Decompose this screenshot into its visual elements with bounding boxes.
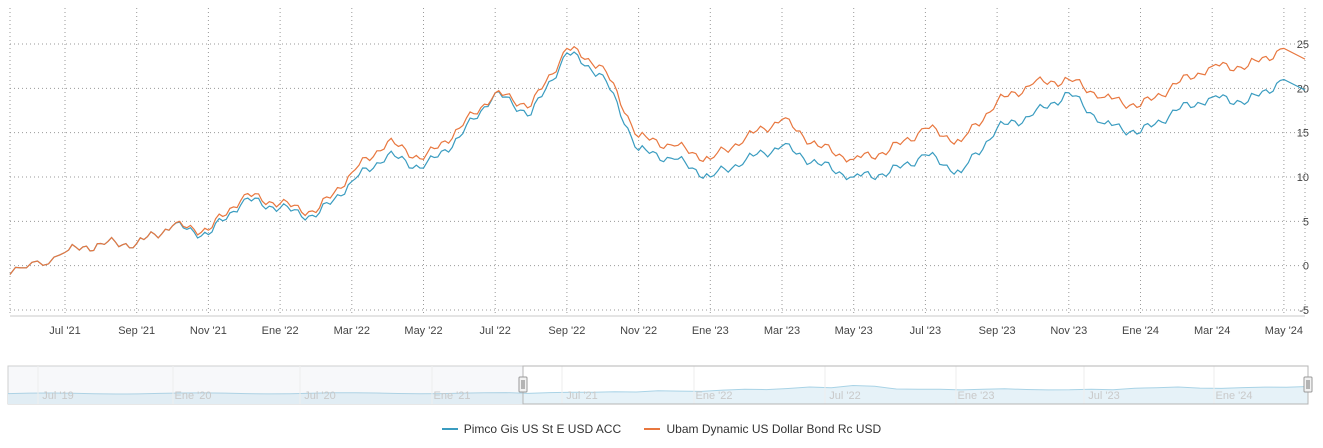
x-tick-label: Mar '23 xyxy=(764,325,800,337)
legend: Pimco Gis US St E USD ACC Ubam Dynamic U… xyxy=(0,419,1323,436)
navigator-tick-label: Jul '20 xyxy=(304,390,335,402)
navigator-tick-label: Jul '22 xyxy=(829,390,860,402)
navigator-tick-label: Jul '19 xyxy=(42,390,73,402)
x-tick-label: Ene '23 xyxy=(692,325,729,337)
x-tick-label: Jul '21 xyxy=(49,325,80,337)
x-tick-label: Ene '24 xyxy=(1122,325,1159,337)
legend-item-series-1[interactable]: Pimco Gis US St E USD ACC xyxy=(441,422,622,436)
navigator-line xyxy=(7,384,1309,395)
y-tick-label: 5 xyxy=(1303,216,1309,228)
legend-swatch-series-2 xyxy=(644,428,661,430)
legend-label-series-1: Pimco Gis US St E USD ACC xyxy=(463,422,622,436)
x-tick-label: May '23 xyxy=(835,325,873,337)
navigator-unselected xyxy=(8,366,523,404)
navigator-area xyxy=(8,385,1308,404)
series-line-1[interactable] xyxy=(9,51,1306,275)
navigator-tick-label: Jul '21 xyxy=(566,390,597,402)
series-line-2[interactable] xyxy=(9,45,1306,275)
legend-label-series-2: Ubam Dynamic US Dollar Bond Rc USD xyxy=(666,422,882,436)
y-tick-label: 0 xyxy=(1303,261,1309,273)
range-navigator[interactable]: Jul '19 Ene '20 Jul '20 Ene '21 Jul '21 Ene '… xyxy=(7,365,1313,405)
legend-item-series-2[interactable]: Ubam Dynamic US Dollar Bond Rc USD xyxy=(644,422,881,436)
plot-area[interactable] xyxy=(9,45,1306,275)
navigator-tick-label: Ene '22 xyxy=(696,390,733,402)
navigator-tick-label: Ene '20 xyxy=(175,390,212,402)
x-tick-label: Jul '23 xyxy=(910,325,941,337)
y-tick-label: 10 xyxy=(1297,172,1309,184)
x-tick-label: May '22 xyxy=(404,325,442,337)
navigator-tick-label: Ene '23 xyxy=(958,390,995,402)
x-tick-label: Ene '22 xyxy=(262,325,299,337)
x-tick-label: Sep '21 xyxy=(118,325,155,337)
x-tick-label: Nov '21 xyxy=(190,325,227,337)
navigator-handle-left[interactable] xyxy=(518,376,528,393)
y-tick-label: 25 xyxy=(1297,39,1309,51)
x-tick-label: Sep '22 xyxy=(548,325,585,337)
grid xyxy=(9,8,1306,316)
navigator-tick-label: Ene '21 xyxy=(434,390,471,402)
x-tick-label: May '24 xyxy=(1265,325,1303,337)
navigator-tick-label: Jul '23 xyxy=(1088,390,1119,402)
x-tick-label: Nov '23 xyxy=(1050,325,1087,337)
x-tick-label: Mar '22 xyxy=(334,325,370,337)
x-axis: Jul '21 Sep '21 Nov '21 Ene '22 Mar '22 May '… xyxy=(10,315,1305,337)
x-tick-label: Nov '22 xyxy=(620,325,657,337)
navigator-tick-label: Ene '24 xyxy=(1216,390,1253,402)
x-tick-label: Sep '23 xyxy=(979,325,1016,337)
x-tick-label: Jul '22 xyxy=(479,325,510,337)
navigator-handle-right[interactable] xyxy=(1303,376,1313,393)
x-tick-label: Mar '24 xyxy=(1194,325,1230,337)
y-tick-label: 15 xyxy=(1297,128,1309,140)
y-tick-label: -5 xyxy=(1299,305,1309,317)
legend-swatch-series-1 xyxy=(441,428,458,430)
